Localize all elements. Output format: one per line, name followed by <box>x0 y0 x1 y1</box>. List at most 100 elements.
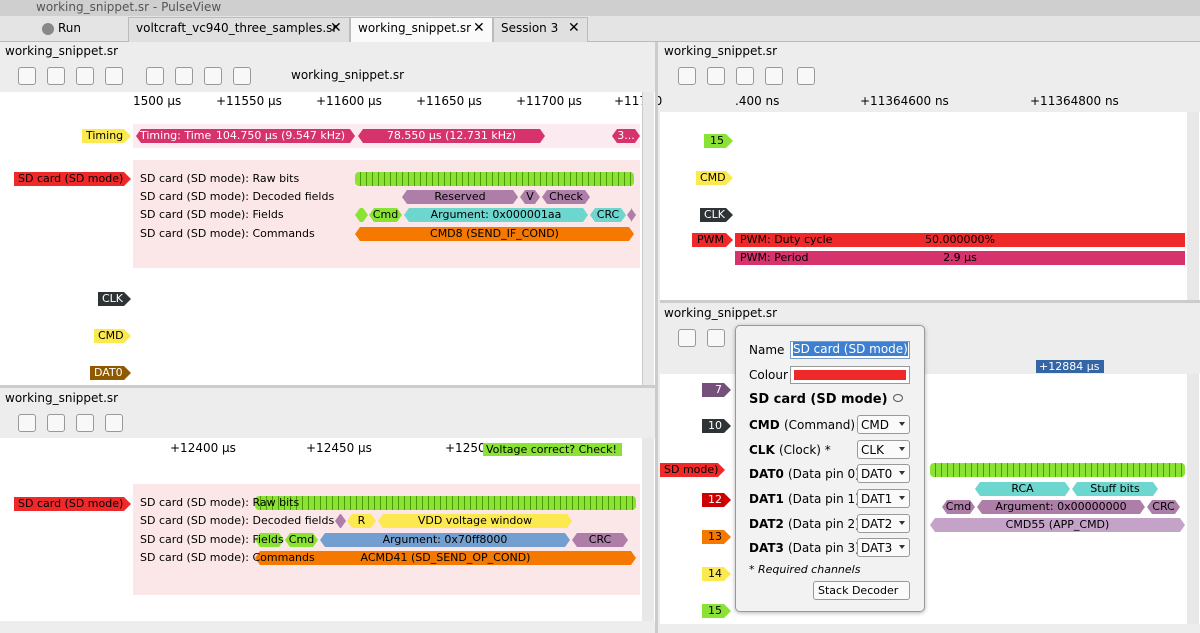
channel-label[interactable]: 7 <box>702 383 731 397</box>
select-value: DAT0 <box>861 467 893 481</box>
annotation: Cmd <box>942 500 975 514</box>
annotation: Check <box>542 190 590 204</box>
channel-label[interactable]: CMD <box>696 171 733 185</box>
colour-swatch <box>794 370 906 380</box>
tool-button[interactable] <box>105 67 123 85</box>
row-title: SD card (SD mode): Commands <box>140 551 315 564</box>
channel-label[interactable]: 13 <box>702 530 731 544</box>
tab-close[interactable]: ✕ <box>330 20 342 36</box>
channel-label[interactable]: SD mode) <box>660 463 725 477</box>
channel-select[interactable] <box>857 440 910 459</box>
splitter <box>660 300 1200 303</box>
tool-button[interactable] <box>678 329 696 347</box>
ruler-tick: +12400 µs <box>170 441 236 455</box>
channel-label[interactable]: 15 <box>704 134 733 148</box>
tool-button[interactable] <box>146 67 164 85</box>
ruler-tick: 1500 µs <box>133 94 182 108</box>
select-arrow <box>899 496 905 500</box>
tool-button[interactable] <box>707 67 725 85</box>
splitter <box>655 42 658 633</box>
title-bar <box>0 0 1200 16</box>
ruler-tick: +1250 <box>445 441 486 455</box>
tool-button[interactable] <box>736 67 754 85</box>
select-arrow <box>899 471 905 475</box>
annotation: 104.750 µs (9.547 kHz) <box>136 129 355 143</box>
cursor-flag: +12884 µs <box>1036 360 1104 373</box>
channel-label[interactable]: 12 <box>702 493 731 507</box>
tool-button[interactable] <box>678 67 696 85</box>
tool-button[interactable] <box>47 67 65 85</box>
pin-label: DAT1 <box>749 492 784 506</box>
label: Name <box>749 343 785 357</box>
eye-icon <box>893 394 903 402</box>
raw-bits <box>255 496 636 510</box>
channel-select[interactable] <box>857 489 910 508</box>
channel-label[interactable]: 10 <box>702 419 731 433</box>
tab-close[interactable]: ✕ <box>568 20 580 36</box>
pin-desc: (Command) * <box>784 418 865 432</box>
tool-button[interactable] <box>76 67 94 85</box>
view-panel <box>660 112 1200 300</box>
window-title: working_snippet.sr - PulseView <box>36 0 222 14</box>
annotation: VDD voltage window <box>378 514 572 528</box>
view-title: working_snippet.sr <box>5 391 119 405</box>
view-title: working_snippet.sr <box>664 306 778 320</box>
tool-button[interactable] <box>18 414 36 432</box>
annotation: RCA <box>975 482 1070 496</box>
channel-label[interactable]: Timing <box>82 129 131 143</box>
pin-desc: (Data pin 2) <box>788 517 860 531</box>
channel-select[interactable] <box>857 514 910 533</box>
channel-label[interactable]: CLK <box>98 292 131 306</box>
heading: SD card (SD mode) <box>749 392 888 407</box>
tool-button[interactable] <box>105 414 123 432</box>
row-title: SD card (SD mode): Fields <box>140 533 284 546</box>
tool-button[interactable] <box>765 67 783 85</box>
annotation: Stuff bits <box>1072 482 1158 496</box>
tool-button[interactable] <box>707 329 725 347</box>
channel-label[interactable]: SD card (SD mode) <box>14 172 131 186</box>
channel-label[interactable]: DAT0 <box>90 366 131 380</box>
ruler-tick: +12450 µs <box>306 441 372 455</box>
select-value: CLK <box>861 443 884 457</box>
run-label: Run <box>58 21 82 35</box>
pin-label: DAT0 <box>749 467 784 481</box>
tool-button[interactable] <box>204 67 222 85</box>
channel-label[interactable]: 15 <box>702 604 731 618</box>
annotation: Argument: 0x00000000 <box>977 500 1145 514</box>
annotation: 2.9 µs <box>735 251 1185 265</box>
raw-bits <box>930 463 1185 477</box>
stack-button[interactable]: Stack Decoder <box>813 581 910 600</box>
tool-button[interactable] <box>18 67 36 85</box>
channel-select[interactable] <box>857 464 910 483</box>
annotation: CMD55 (APP_CMD) <box>930 518 1185 532</box>
tool-button[interactable] <box>175 67 193 85</box>
channel-label[interactable]: SD card (SD mode) <box>14 497 131 511</box>
tool-button[interactable] <box>76 414 94 432</box>
select-arrow <box>899 447 905 451</box>
tab[interactable] <box>128 17 350 42</box>
select-value: DAT1 <box>861 492 893 506</box>
select-value: DAT3 <box>861 541 893 555</box>
channel-label[interactable]: 14 <box>702 567 731 581</box>
row-title: Timing: Time <box>140 129 212 142</box>
note: * Required channels <box>749 563 861 576</box>
channel-select[interactable] <box>857 538 910 557</box>
ruler-tick: +11364800 ns <box>1030 94 1119 108</box>
row-title: SD card (SD mode): Commands <box>140 227 315 240</box>
channel-label[interactable]: CMD <box>94 329 131 343</box>
row-title: PWM: Period <box>740 251 809 264</box>
channel-select[interactable] <box>857 415 910 434</box>
annotation: R <box>347 514 376 528</box>
ruler-tick: +11550 µs <box>216 94 282 108</box>
tool-button[interactable] <box>47 414 65 432</box>
annotation: Cmd <box>285 533 318 547</box>
tool-button[interactable] <box>233 67 251 85</box>
channel-label[interactable]: PWM <box>692 233 733 247</box>
tab[interactable] <box>493 17 588 42</box>
annotation: CRC <box>572 533 628 547</box>
tool-button[interactable] <box>797 67 815 85</box>
channel-label[interactable]: CLK <box>700 208 733 222</box>
pin-label: CMD <box>749 418 780 432</box>
tab[interactable] <box>350 17 493 42</box>
tab-close[interactable]: ✕ <box>473 20 485 36</box>
